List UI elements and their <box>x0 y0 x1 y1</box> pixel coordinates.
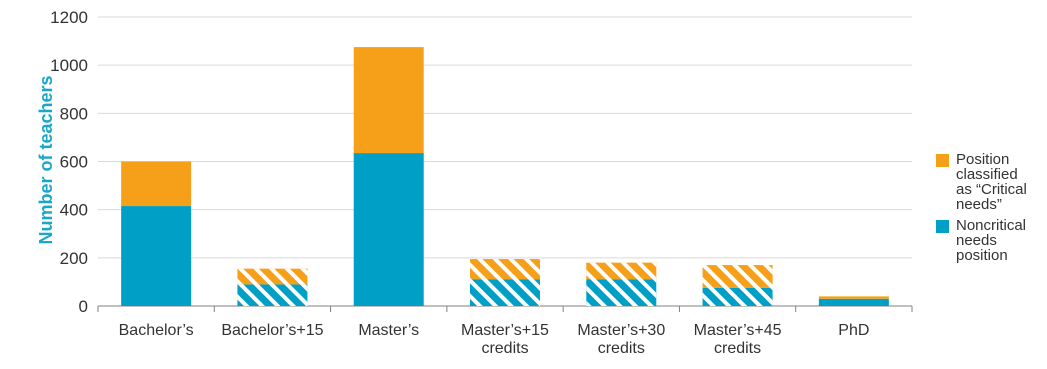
y-tick-label: 1200 <box>50 8 88 27</box>
legend-critical: Position classified as “Critical needs” <box>936 152 1044 212</box>
bar-hatch-overlay <box>586 279 657 306</box>
bar-segment-critical <box>121 161 192 207</box>
bar-segment-noncritical <box>353 153 424 306</box>
bar-hatch-overlay <box>470 259 540 280</box>
y-tick-label: 1000 <box>50 56 88 75</box>
y-axis-label: Number of teachers <box>36 75 56 244</box>
y-tick-label: 600 <box>60 153 88 172</box>
legend-label: Position classified as “Critical needs” <box>956 151 1027 213</box>
bar-hatch-overlay <box>470 279 540 306</box>
bar-hatch-overlay <box>586 262 657 280</box>
x-axis-ticks <box>97 306 913 312</box>
y-tick-label: 800 <box>60 104 88 123</box>
y-tick-label: 0 <box>79 297 88 316</box>
bar-hatch-overlay <box>702 265 773 288</box>
bar-segment-critical <box>818 296 889 299</box>
legend: Position classified as “Critical needs” Nonc… <box>936 152 1044 269</box>
x-category-label: Master’s+45 credits <box>694 322 782 357</box>
bar-segment-noncritical <box>121 206 192 306</box>
x-category-labels: Bachelor’s Bachelor’s+15 Master’s Master’s+… <box>119 322 870 357</box>
bar-segment-noncritical <box>818 298 889 306</box>
bar-hatch-overlay <box>237 268 308 285</box>
x-category-label: Bachelor’s <box>119 322 194 339</box>
x-category-label: Master’s+15 credits <box>461 322 549 357</box>
y-tick-labels: 0 200 400 600 800 1000 1200 <box>50 8 88 316</box>
bars <box>121 47 889 306</box>
bar-hatch-overlay <box>702 287 773 306</box>
legend-noncritical: Noncritical needs position <box>936 218 1044 263</box>
x-category-label: Master’s+30 credits <box>577 322 665 357</box>
x-category-label: PhD <box>838 322 869 339</box>
legend-swatch <box>936 154 949 167</box>
bar-segment-critical <box>353 47 424 154</box>
legend-swatch <box>936 220 949 233</box>
x-category-label: Bachelor’s+15 <box>221 322 323 339</box>
y-tick-label: 200 <box>60 249 88 268</box>
bar-hatch-overlay <box>237 284 308 306</box>
y-tick-label: 400 <box>60 201 88 220</box>
legend-label: Noncritical needs position <box>956 217 1027 264</box>
grid-lines <box>97 16 913 312</box>
x-category-label: Master’s <box>358 322 419 339</box>
